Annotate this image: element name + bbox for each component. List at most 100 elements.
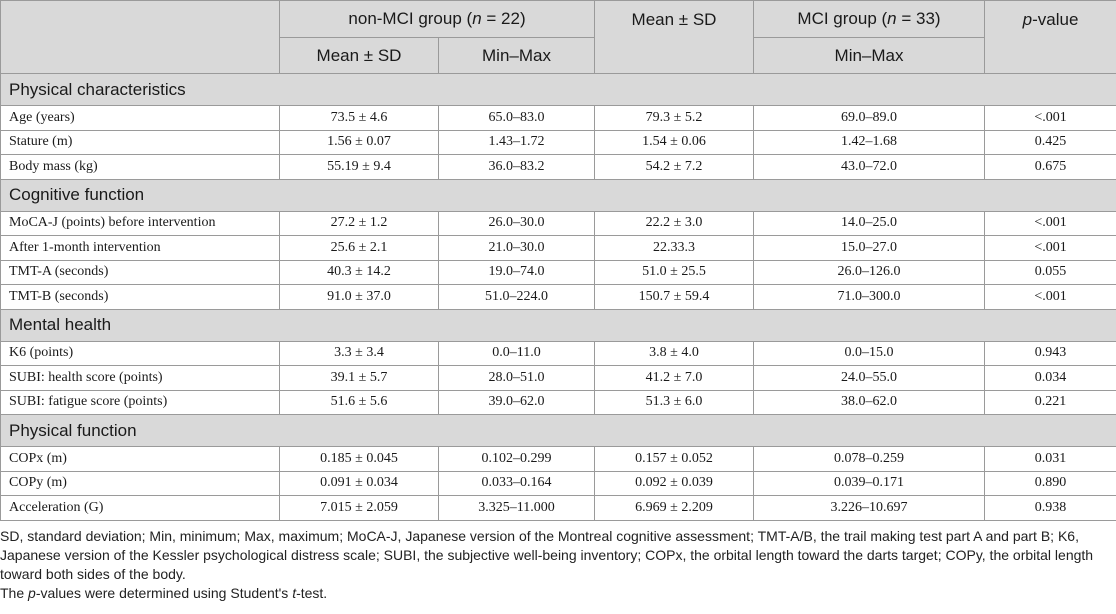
cell-non-mci-min-max: 1.43–1.72 <box>437 129 596 155</box>
cell-mci-mean-sd: 51.0 ± 25.5 <box>594 259 755 285</box>
table-row: SUBI: health score (points) 39.1 ± 5.7 28.… <box>0 365 1116 391</box>
header-mean-sd: Mean ± SD <box>594 0 755 74</box>
row-label: COPy (m) <box>0 470 280 496</box>
cell-mci-mean-sd: 3.8 ± 4.0 <box>594 340 755 366</box>
table-container: non-MCI group (n = 22) Mean ± SD MCI gro… <box>0 0 1116 521</box>
header-empty-cell <box>0 0 280 74</box>
cell-mci-mean-sd: 22.33.3 <box>594 235 755 261</box>
cell-mci-mean-sd: 22.2 ± 3.0 <box>594 210 755 236</box>
section-row: Physical characteristics <box>0 73 1116 106</box>
section-title: Mental health <box>0 308 1116 342</box>
cell-p-value: <.001 <box>984 284 1116 310</box>
cell-mci-min-max: 0.078–0.259 <box>753 446 986 472</box>
cell-non-mci-min-max: 65.0–83.0 <box>437 105 596 131</box>
cell-p-value: <.001 <box>984 105 1116 131</box>
table-row: K6 (points) 3.3 ± 3.4 0.0–11.0 3.8 ± 4.0 0.0… <box>0 340 1116 366</box>
cell-non-mci-mean-sd: 39.1 ± 5.7 <box>279 365 439 391</box>
footnote-abbreviations: SD, standard deviation; Min, minimum; Ma… <box>0 528 1094 582</box>
cell-p-value: 0.031 <box>984 446 1116 472</box>
row-label: SUBI: fatigue score (points) <box>0 389 280 415</box>
row-label: COPx (m) <box>0 446 280 472</box>
cell-mci-min-max: 3.226–10.697 <box>753 495 986 521</box>
table-row: MoCA-J (points) before intervention 27.2 … <box>0 210 1116 236</box>
subheader-mean-sd: Mean ± SD <box>279 37 439 74</box>
cell-mci-mean-sd: 6.969 ± 2.209 <box>594 495 755 521</box>
row-label: Body mass (kg) <box>0 154 280 180</box>
cell-non-mci-mean-sd: 25.6 ± 2.1 <box>279 235 439 261</box>
cell-non-mci-min-max: 51.0–224.0 <box>437 284 596 310</box>
cell-non-mci-min-max: 21.0–30.0 <box>437 235 596 261</box>
cell-mci-mean-sd: 79.3 ± 5.2 <box>594 105 755 131</box>
table-row: TMT-B (seconds) 91.0 ± 37.0 51.0–224.0 150.… <box>0 284 1116 310</box>
table-row: SUBI: fatigue score (points) 51.6 ± 5.6 39… <box>0 389 1116 415</box>
table-footnote: SD, standard deviation; Min, minimum; Ma… <box>0 527 1116 603</box>
footnote-test-note: The p-values were determined using Stude… <box>0 585 328 601</box>
cell-mci-mean-sd: 41.2 ± 7.0 <box>594 365 755 391</box>
table-row: COPx (m) 0.185 ± 0.045 0.102–0.299 0.157 ± … <box>0 446 1116 472</box>
cell-non-mci-mean-sd: 3.3 ± 3.4 <box>279 340 439 366</box>
cell-mci-min-max: 38.0–62.0 <box>753 389 986 415</box>
cell-mci-min-max: 0.0–15.0 <box>753 340 986 366</box>
cell-p-value: 0.034 <box>984 365 1116 391</box>
header-p-value: p-value <box>984 0 1116 74</box>
cell-non-mci-mean-sd: 27.2 ± 1.2 <box>279 210 439 236</box>
row-label: After 1-month intervention <box>0 235 280 261</box>
cell-p-value: 0.943 <box>984 340 1116 366</box>
cell-non-mci-min-max: 0.0–11.0 <box>437 340 596 366</box>
row-label: Acceleration (G) <box>0 495 280 521</box>
row-label: Age (years) <box>0 105 280 131</box>
table-row: After 1-month intervention 25.6 ± 2.1 21.0… <box>0 235 1116 261</box>
results-table: non-MCI group (n = 22) Mean ± SD MCI gro… <box>0 0 1116 521</box>
cell-non-mci-min-max: 39.0–62.0 <box>437 389 596 415</box>
cell-non-mci-min-max: 36.0–83.2 <box>437 154 596 180</box>
cell-mci-min-max: 15.0–27.0 <box>753 235 986 261</box>
table-body: Physical characteristics Age (years) 73.5 … <box>0 73 1116 521</box>
cell-mci-mean-sd: 150.7 ± 59.4 <box>594 284 755 310</box>
cell-non-mci-mean-sd: 91.0 ± 37.0 <box>279 284 439 310</box>
table-row: TMT-A (seconds) 40.3 ± 14.2 19.0–74.0 51.0 … <box>0 259 1116 285</box>
cell-mci-min-max: 26.0–126.0 <box>753 259 986 285</box>
section-row: Mental health <box>0 308 1116 342</box>
header-mci-group: MCI group (n = 33) <box>753 0 986 38</box>
cell-non-mci-min-max: 28.0–51.0 <box>437 365 596 391</box>
cell-non-mci-mean-sd: 0.185 ± 0.045 <box>279 446 439 472</box>
cell-mci-mean-sd: 51.3 ± 6.0 <box>594 389 755 415</box>
header-non-mci-group: non-MCI group (n = 22) <box>278 0 596 38</box>
cell-mci-mean-sd: 1.54 ± 0.06 <box>594 129 755 155</box>
section-title: Physical characteristics <box>0 73 1116 106</box>
cell-non-mci-mean-sd: 0.091 ± 0.034 <box>279 470 439 496</box>
cell-non-mci-min-max: 0.033–0.164 <box>437 470 596 496</box>
table-row: Body mass (kg) 55.19 ± 9.4 36.0–83.2 54.2 ±… <box>0 154 1116 180</box>
row-label: Stature (m) <box>0 129 280 155</box>
section-row: Physical function <box>0 414 1116 447</box>
section-title: Physical function <box>0 414 1116 447</box>
subheader-min-max-mci: Min–Max <box>753 37 986 74</box>
table-row: Age (years) 73.5 ± 4.6 65.0–83.0 79.3 ± 5.2… <box>0 105 1116 131</box>
cell-non-mci-mean-sd: 51.6 ± 5.6 <box>279 389 439 415</box>
cell-non-mci-min-max: 26.0–30.0 <box>437 210 596 236</box>
row-label: K6 (points) <box>0 340 280 366</box>
table-row: Stature (m) 1.56 ± 0.07 1.43–1.72 1.54 ± 0.… <box>0 129 1116 155</box>
cell-non-mci-mean-sd: 7.015 ± 2.059 <box>279 495 439 521</box>
cell-p-value: <.001 <box>984 210 1116 236</box>
section-row: Cognitive function <box>0 178 1116 212</box>
cell-p-value: 0.055 <box>984 259 1116 285</box>
cell-mci-min-max: 24.0–55.0 <box>753 365 986 391</box>
header-row-2: Mean ± SD Min–Max Min–Max <box>1 37 1116 74</box>
cell-non-mci-mean-sd: 40.3 ± 14.2 <box>279 259 439 285</box>
cell-mci-min-max: 14.0–25.0 <box>753 210 986 236</box>
cell-mci-min-max: 1.42–1.68 <box>753 129 986 155</box>
row-label: MoCA-J (points) before intervention <box>0 210 280 236</box>
cell-non-mci-mean-sd: 1.56 ± 0.07 <box>279 129 439 155</box>
header-row-1: non-MCI group (n = 22) Mean ± SD MCI gro… <box>0 0 1116 74</box>
cell-non-mci-mean-sd: 73.5 ± 4.6 <box>279 105 439 131</box>
row-label: TMT-B (seconds) <box>0 284 280 310</box>
cell-mci-mean-sd: 54.2 ± 7.2 <box>594 154 755 180</box>
table-row: Acceleration (G) 7.015 ± 2.059 3.325–11.00… <box>0 495 1116 521</box>
cell-mci-min-max: 0.039–0.171 <box>753 470 986 496</box>
cell-p-value: <.001 <box>984 235 1116 261</box>
cell-mci-mean-sd: 0.157 ± 0.052 <box>594 446 755 472</box>
section-title: Cognitive function <box>0 178 1116 212</box>
cell-non-mci-mean-sd: 55.19 ± 9.4 <box>279 154 439 180</box>
subheader-min-max: Min–Max <box>437 37 596 74</box>
